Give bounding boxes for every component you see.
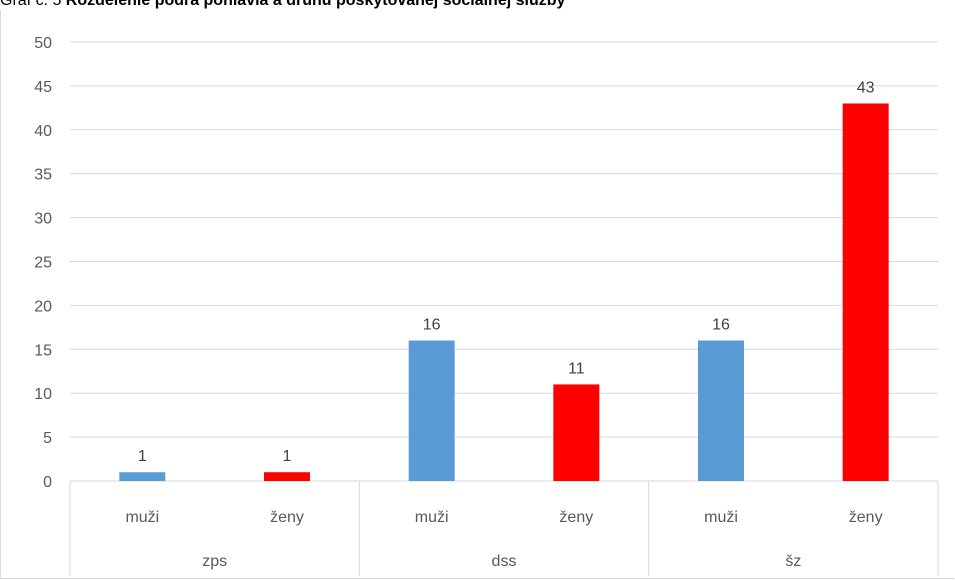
y-tick-label: 40 xyxy=(34,123,52,140)
x-group-label: šz xyxy=(785,553,801,570)
data-label: 43 xyxy=(857,79,875,96)
x-category-label: ženy xyxy=(270,509,304,526)
data-label: 16 xyxy=(712,317,730,334)
bar-dss-ženy xyxy=(553,384,600,481)
x-category-label: muži xyxy=(415,509,449,526)
data-label: 11 xyxy=(568,360,585,377)
y-tick-label: 50 xyxy=(34,35,52,52)
y-tick-label: 5 xyxy=(43,430,52,447)
y-tick-label: 0 xyxy=(43,474,52,491)
data-label: 1 xyxy=(283,448,292,465)
chart-frame xyxy=(0,10,954,579)
x-category-label: ženy xyxy=(559,509,593,526)
x-group-label: zps xyxy=(202,553,227,570)
x-group-label: dss xyxy=(492,553,517,570)
x-category-label: ženy xyxy=(849,509,883,526)
chart-caption: Graf č. 5 Rozdelenie podľa pohlavia a dr… xyxy=(0,0,955,14)
data-label: 16 xyxy=(423,317,441,334)
chart-title: Rozdelenie podľa pohlavia a druhu poskyt… xyxy=(65,0,566,9)
y-tick-label: 45 xyxy=(34,79,52,96)
y-tick-label: 35 xyxy=(34,167,52,184)
y-tick-label: 20 xyxy=(34,298,52,315)
x-category-label: muži xyxy=(704,509,738,526)
y-tick-label: 30 xyxy=(34,211,52,228)
y-tick-label: 15 xyxy=(34,342,52,359)
data-label: 1 xyxy=(138,448,147,465)
bar-zps-muži xyxy=(119,472,166,481)
bar-šz-ženy xyxy=(842,103,889,482)
caption-prefix: Graf č. 5 xyxy=(0,0,66,9)
bar-šz-muži xyxy=(698,340,744,481)
y-tick-label: 10 xyxy=(34,386,52,403)
bar-dss-muži xyxy=(408,340,455,481)
bar-zps-ženy xyxy=(264,472,310,481)
y-tick-label: 25 xyxy=(34,255,52,272)
x-category-label: muži xyxy=(125,509,159,526)
